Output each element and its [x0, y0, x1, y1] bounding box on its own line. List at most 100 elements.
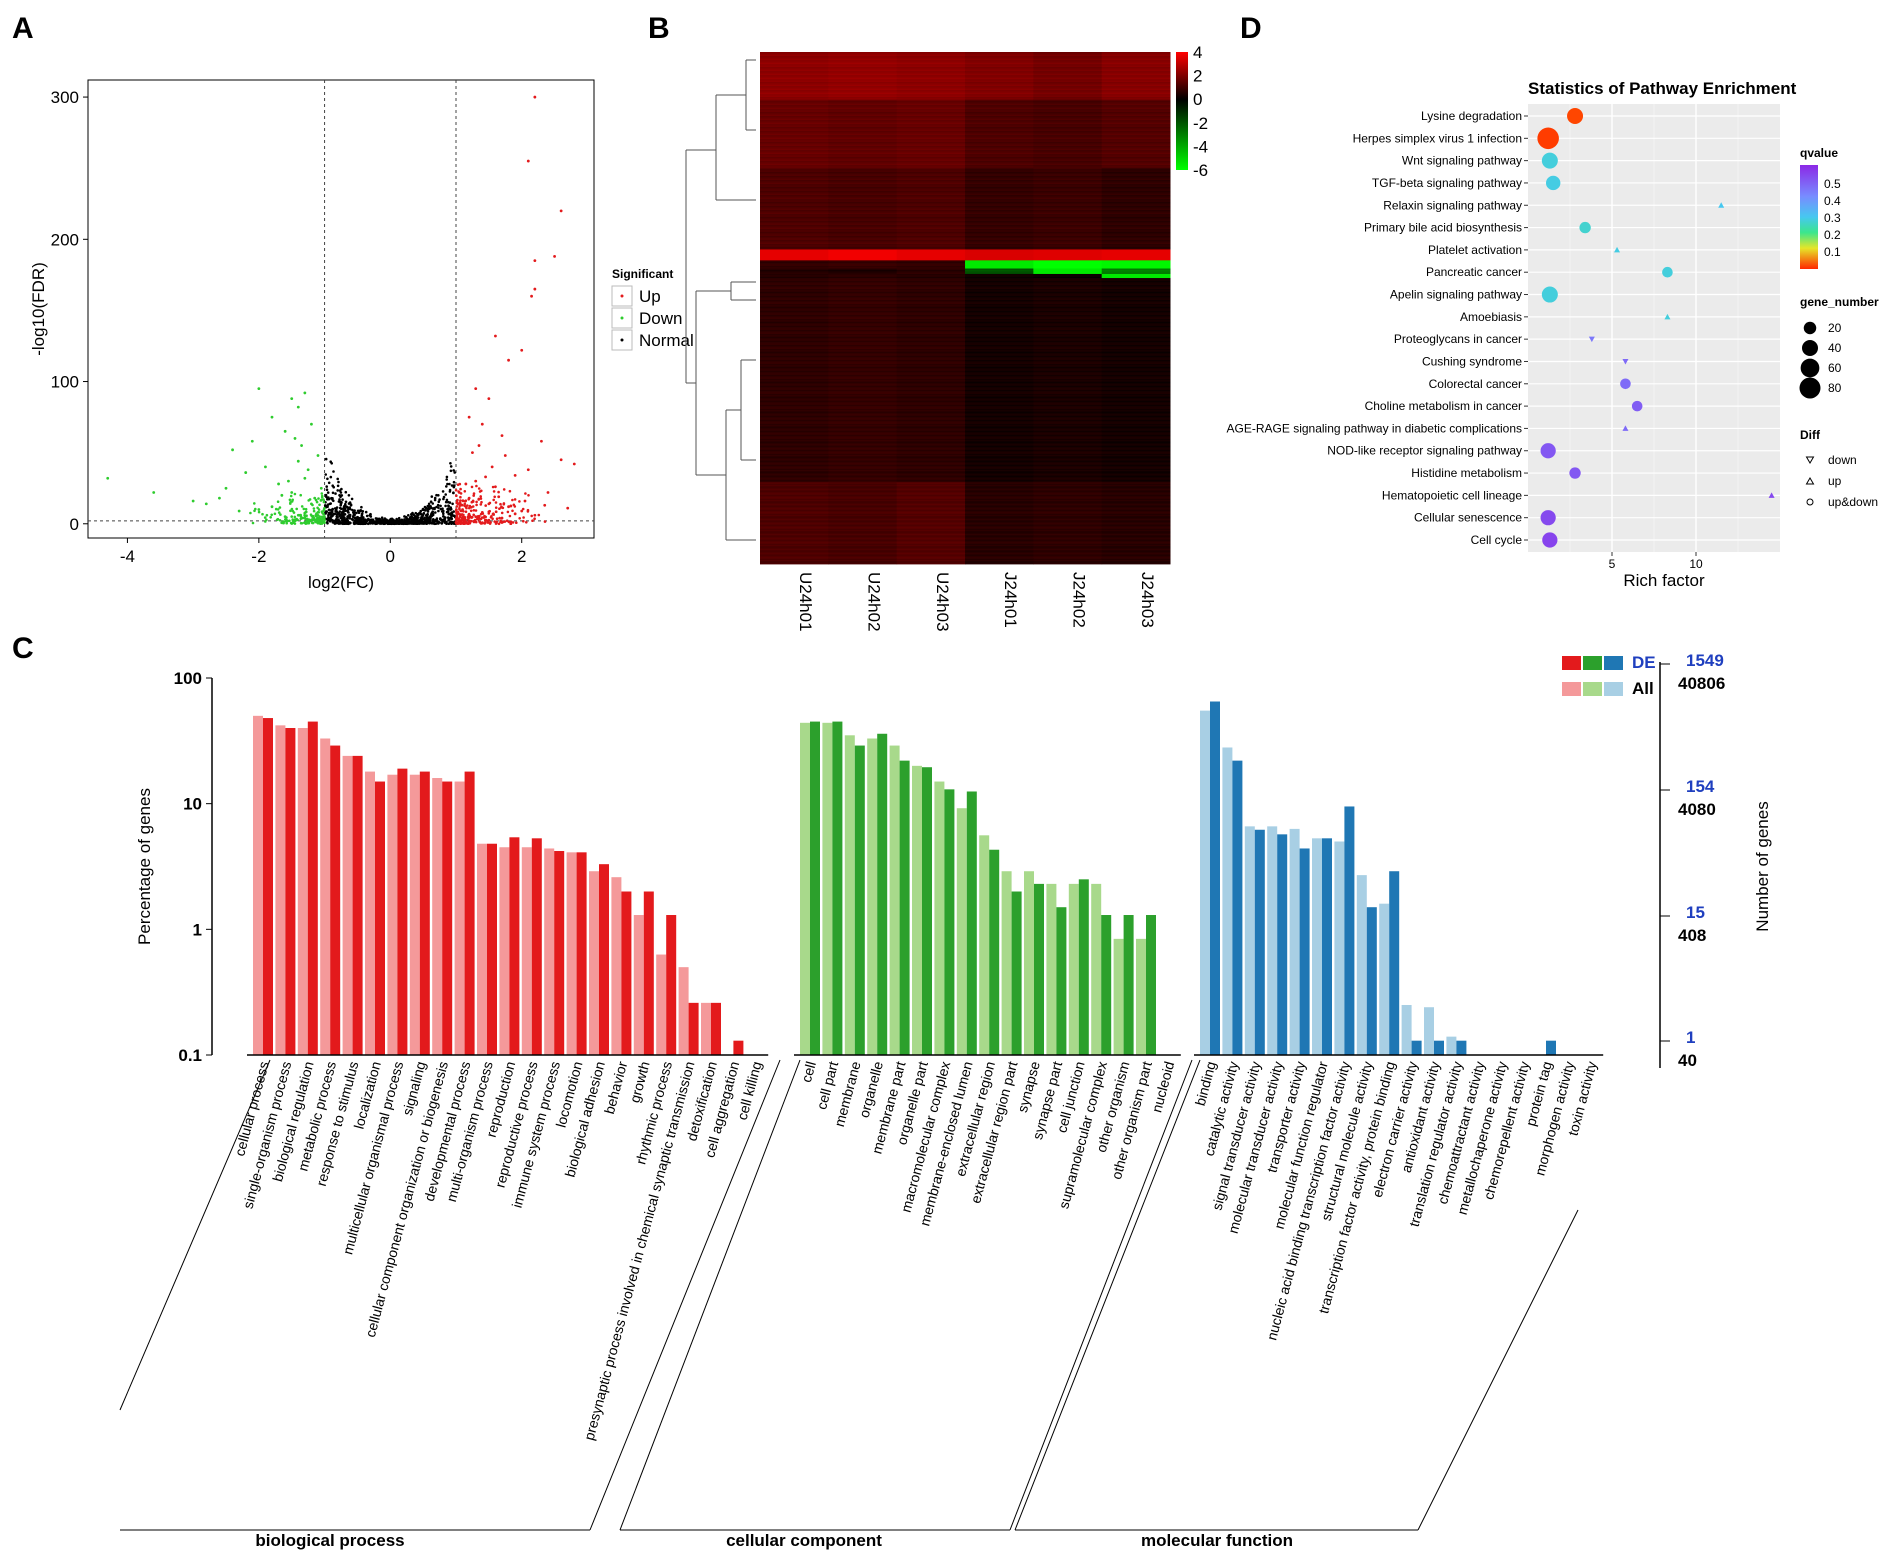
normal-point — [347, 507, 350, 511]
heatmap-cell — [965, 110, 1034, 113]
heatmap-cell — [1101, 490, 1171, 493]
heatmap-cell — [828, 427, 898, 430]
heatmap-cell — [1033, 347, 1103, 350]
normal-point — [362, 516, 365, 520]
heatmap-cell — [1101, 546, 1171, 549]
heatmap-cell — [1101, 267, 1171, 269]
down-point — [278, 519, 282, 522]
heatmap-cell — [896, 254, 966, 257]
heatmap-cell — [760, 152, 829, 155]
heatmap-cell — [1033, 173, 1103, 175]
up-point — [467, 496, 471, 500]
heatmap-cell — [1101, 317, 1171, 320]
heatmap-cell — [965, 391, 1034, 393]
down-point — [250, 439, 254, 443]
heatmap-cell — [1101, 268, 1171, 271]
heatmap-cell — [896, 505, 966, 508]
heatmap-cell — [1033, 249, 1103, 252]
heatmap-cell — [828, 425, 898, 427]
heatmap-cell — [1101, 336, 1171, 339]
heatmap-cell — [828, 282, 898, 284]
pathway-point — [1579, 221, 1591, 234]
up-point — [458, 512, 461, 516]
heatmap-cell — [896, 64, 966, 67]
heatmap-cell — [965, 254, 1034, 257]
heatmap-cell — [965, 314, 1034, 317]
heatmap-cell — [1101, 329, 1171, 332]
down-point — [283, 429, 287, 433]
down-point — [322, 498, 325, 501]
heatmap-cell — [1033, 421, 1103, 423]
heatmap-cell — [965, 71, 1034, 73]
heatmap-cell — [828, 423, 898, 426]
heatmap-cell — [1101, 163, 1171, 166]
normal-point — [380, 521, 383, 524]
heatmap-cell — [896, 455, 966, 457]
down-point — [253, 509, 256, 513]
heatmap-cell — [965, 509, 1034, 512]
heatmap-cell — [828, 209, 898, 212]
heatmap-cell — [1033, 235, 1103, 238]
heatmap-cell — [896, 271, 966, 273]
heatmap-cell — [760, 61, 829, 64]
heatmap-cell — [760, 539, 829, 542]
heatmap-cell — [965, 472, 1034, 475]
normal-point — [449, 462, 452, 465]
normal-point — [445, 475, 449, 479]
heatmap-cell — [965, 471, 1034, 474]
bar-de — [352, 755, 363, 1055]
normal-point — [331, 519, 334, 522]
up-point — [493, 520, 497, 523]
heatmap-cell — [896, 532, 966, 535]
heatmap-cell — [760, 293, 829, 295]
heatmap-cell — [896, 99, 966, 102]
heatmap-cell — [1101, 87, 1171, 90]
up-point — [457, 491, 461, 494]
bar-de — [1078, 879, 1089, 1055]
heatmap-cell — [896, 523, 966, 525]
heatmap-cell — [760, 382, 829, 385]
diff-label: up&down — [1828, 495, 1878, 509]
heatmap-cell — [1033, 192, 1103, 195]
heatmap-cell — [1033, 316, 1103, 318]
heatmap-cell — [828, 452, 898, 455]
pathway-point — [1664, 313, 1671, 320]
up-point — [487, 512, 491, 515]
heatmap-cell — [896, 554, 966, 557]
heatmap-cell — [965, 200, 1034, 203]
heatmap-cell — [896, 52, 966, 54]
bar-all — [297, 728, 308, 1055]
heatmap-cell — [760, 275, 829, 278]
heatmap-cell — [1033, 321, 1103, 324]
heatmap-cell — [896, 53, 966, 56]
heatmap-cell — [828, 498, 898, 501]
heatmap-cell — [896, 101, 966, 103]
heatmap-cell — [760, 295, 829, 298]
heatmap-cell — [896, 411, 966, 414]
heatmap-cell — [1101, 214, 1171, 216]
normal-point — [344, 500, 348, 504]
heatmap-cell — [828, 194, 898, 197]
heatmap-cell — [965, 486, 1034, 489]
heatmap-cell — [1101, 174, 1171, 177]
right-tick-label-all: 40806 — [1678, 674, 1725, 693]
heatmap-cell — [896, 106, 966, 109]
heatmap-cell — [760, 354, 829, 357]
heatmap-cell — [760, 145, 829, 148]
heatmap-cell — [896, 111, 966, 114]
heatmap-cell — [828, 178, 898, 181]
bar-all — [454, 781, 465, 1055]
heatmap-cell — [1033, 248, 1103, 250]
heatmap-cell — [828, 180, 898, 182]
heatmap-cell — [760, 110, 829, 113]
heatmap-cell — [896, 521, 966, 524]
bar-de — [397, 768, 408, 1055]
heatmap-cell — [1033, 145, 1103, 148]
heatmap-cell — [760, 316, 829, 318]
x-tick-label: 2 — [517, 547, 526, 566]
heatmap-cell — [1101, 66, 1171, 69]
heatmap-cell — [965, 328, 1034, 331]
heatmap-cell — [1033, 509, 1103, 512]
heatmap-cell — [828, 303, 898, 306]
normal-point — [430, 495, 434, 498]
